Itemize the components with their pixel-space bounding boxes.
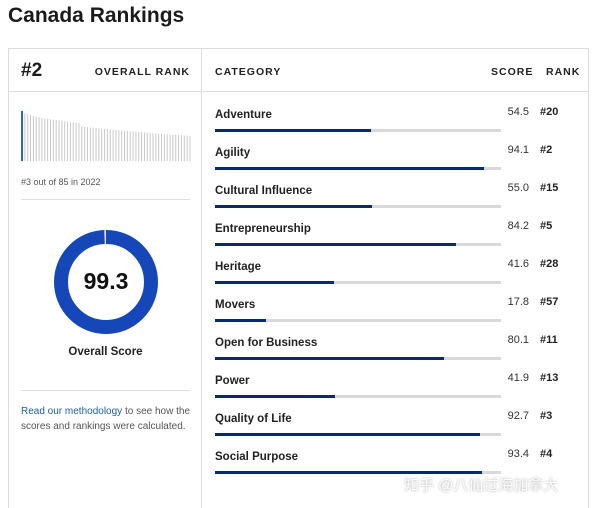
category-rank: #11	[540, 334, 558, 346]
donut-arc	[54, 230, 158, 334]
category-row: Quality of Life 92.7 #3	[203, 400, 589, 438]
watermark: 知乎 @八仙过海加拿大	[404, 477, 559, 494]
category-name: Quality of Life	[215, 413, 292, 425]
category-row: Agility 94.1 #2	[203, 134, 589, 172]
category-row: Heritage 41.6 #28	[203, 248, 589, 286]
category-score: 92.7	[507, 410, 529, 422]
score-bar-track	[215, 471, 501, 474]
score-bar-track	[215, 395, 501, 398]
category-row: Social Purpose 93.4 #4	[203, 438, 589, 476]
category-rank: #15	[540, 182, 559, 194]
category-score: 80.1	[507, 334, 529, 346]
score-bar-fill	[215, 357, 445, 360]
header-rank: RANK	[546, 66, 581, 78]
score-bar-fill	[215, 395, 335, 398]
category-name: Open for Business	[215, 337, 318, 349]
methodology-text: to see how the scores and rankings were …	[21, 406, 191, 432]
methodology-note: Read our methodology to see how the scor…	[21, 404, 193, 434]
category-name: Entrepreneurship	[215, 223, 311, 235]
score-bar-track	[215, 243, 501, 246]
category-row: Open for Business 80.1 #11	[203, 324, 589, 362]
divider	[21, 199, 190, 200]
overall-score-donut	[54, 230, 158, 334]
category-name: Agility	[215, 147, 251, 159]
category-rank: #28	[540, 258, 559, 270]
rank-history-caption: #3 out of 85 in 2022	[21, 177, 101, 187]
category-name: Movers	[215, 299, 256, 311]
overall-rank-header: #2 OVERALL RANK	[9, 49, 202, 92]
overall-score-value: 99.3	[83, 268, 129, 294]
score-bar-track	[215, 205, 501, 208]
category-rank: #2	[540, 144, 553, 156]
category-score: 41.9	[507, 372, 529, 384]
category-score: 54.5	[507, 106, 529, 118]
overall-panel: #2 OVERALL RANK #3 out of 85 in 2022 99.…	[9, 49, 202, 508]
category-table: CATEGORY SCORE RANK Adventure 54.5 #20 Agil…	[203, 49, 589, 508]
page-title: Canada Rankings	[8, 4, 185, 27]
score-bar-track	[215, 129, 501, 132]
category-name: Adventure	[215, 109, 272, 121]
score-bar-fill	[215, 319, 266, 322]
category-row: Entrepreneurship 84.2 #5	[203, 210, 589, 248]
score-bar-fill	[215, 205, 373, 208]
score-bar-track	[215, 167, 501, 170]
category-name: Cultural Influence	[215, 185, 313, 197]
score-bar-fill	[215, 433, 481, 436]
category-score: 94.1	[507, 144, 529, 156]
overall-score-label: Overall Score	[68, 346, 143, 358]
score-bar-fill	[215, 471, 483, 474]
score-bar-fill	[215, 243, 456, 246]
category-name: Social Purpose	[215, 451, 299, 463]
score-bar-track	[215, 433, 501, 436]
score-bar-fill	[215, 167, 485, 170]
category-rank: #3	[540, 410, 553, 422]
category-score: 55.0	[507, 182, 529, 194]
overall-rank-label: OVERALL RANK	[94, 66, 190, 78]
category-row: Adventure 54.5 #20	[203, 96, 589, 134]
category-rank: #13	[540, 372, 559, 384]
score-bar-fill	[215, 129, 371, 132]
score-bar-track	[215, 357, 501, 360]
category-row: Power 41.9 #13	[203, 362, 589, 400]
header-score: SCORE	[491, 66, 534, 78]
category-score: 41.6	[507, 258, 529, 270]
category-rank: #57	[540, 296, 559, 308]
methodology-link[interactable]: Read our methodology	[21, 406, 123, 417]
category-rank: #4	[540, 448, 553, 460]
score-bar-track	[215, 319, 501, 322]
category-table-header: CATEGORY SCORE RANK	[203, 49, 589, 92]
category-score: 84.2	[507, 220, 529, 232]
score-bar-track	[215, 281, 501, 284]
category-score: 93.4	[507, 448, 529, 460]
divider	[21, 390, 190, 391]
rankings-card: #2 OVERALL RANK #3 out of 85 in 2022 99.…	[8, 48, 589, 508]
category-rank: #5	[540, 220, 553, 232]
category-row: Cultural Influence 55.0 #15	[203, 172, 589, 210]
category-rank: #20	[540, 106, 559, 118]
overall-rank-value: #2	[21, 60, 43, 81]
category-score: 17.8	[507, 296, 529, 308]
header-category: CATEGORY	[215, 66, 282, 78]
category-row: Movers 17.8 #57	[203, 286, 589, 324]
rank-history-sparkline	[21, 111, 191, 161]
category-name: Power	[215, 375, 250, 387]
category-name: Heritage	[215, 261, 262, 273]
score-bar-fill	[215, 281, 334, 284]
